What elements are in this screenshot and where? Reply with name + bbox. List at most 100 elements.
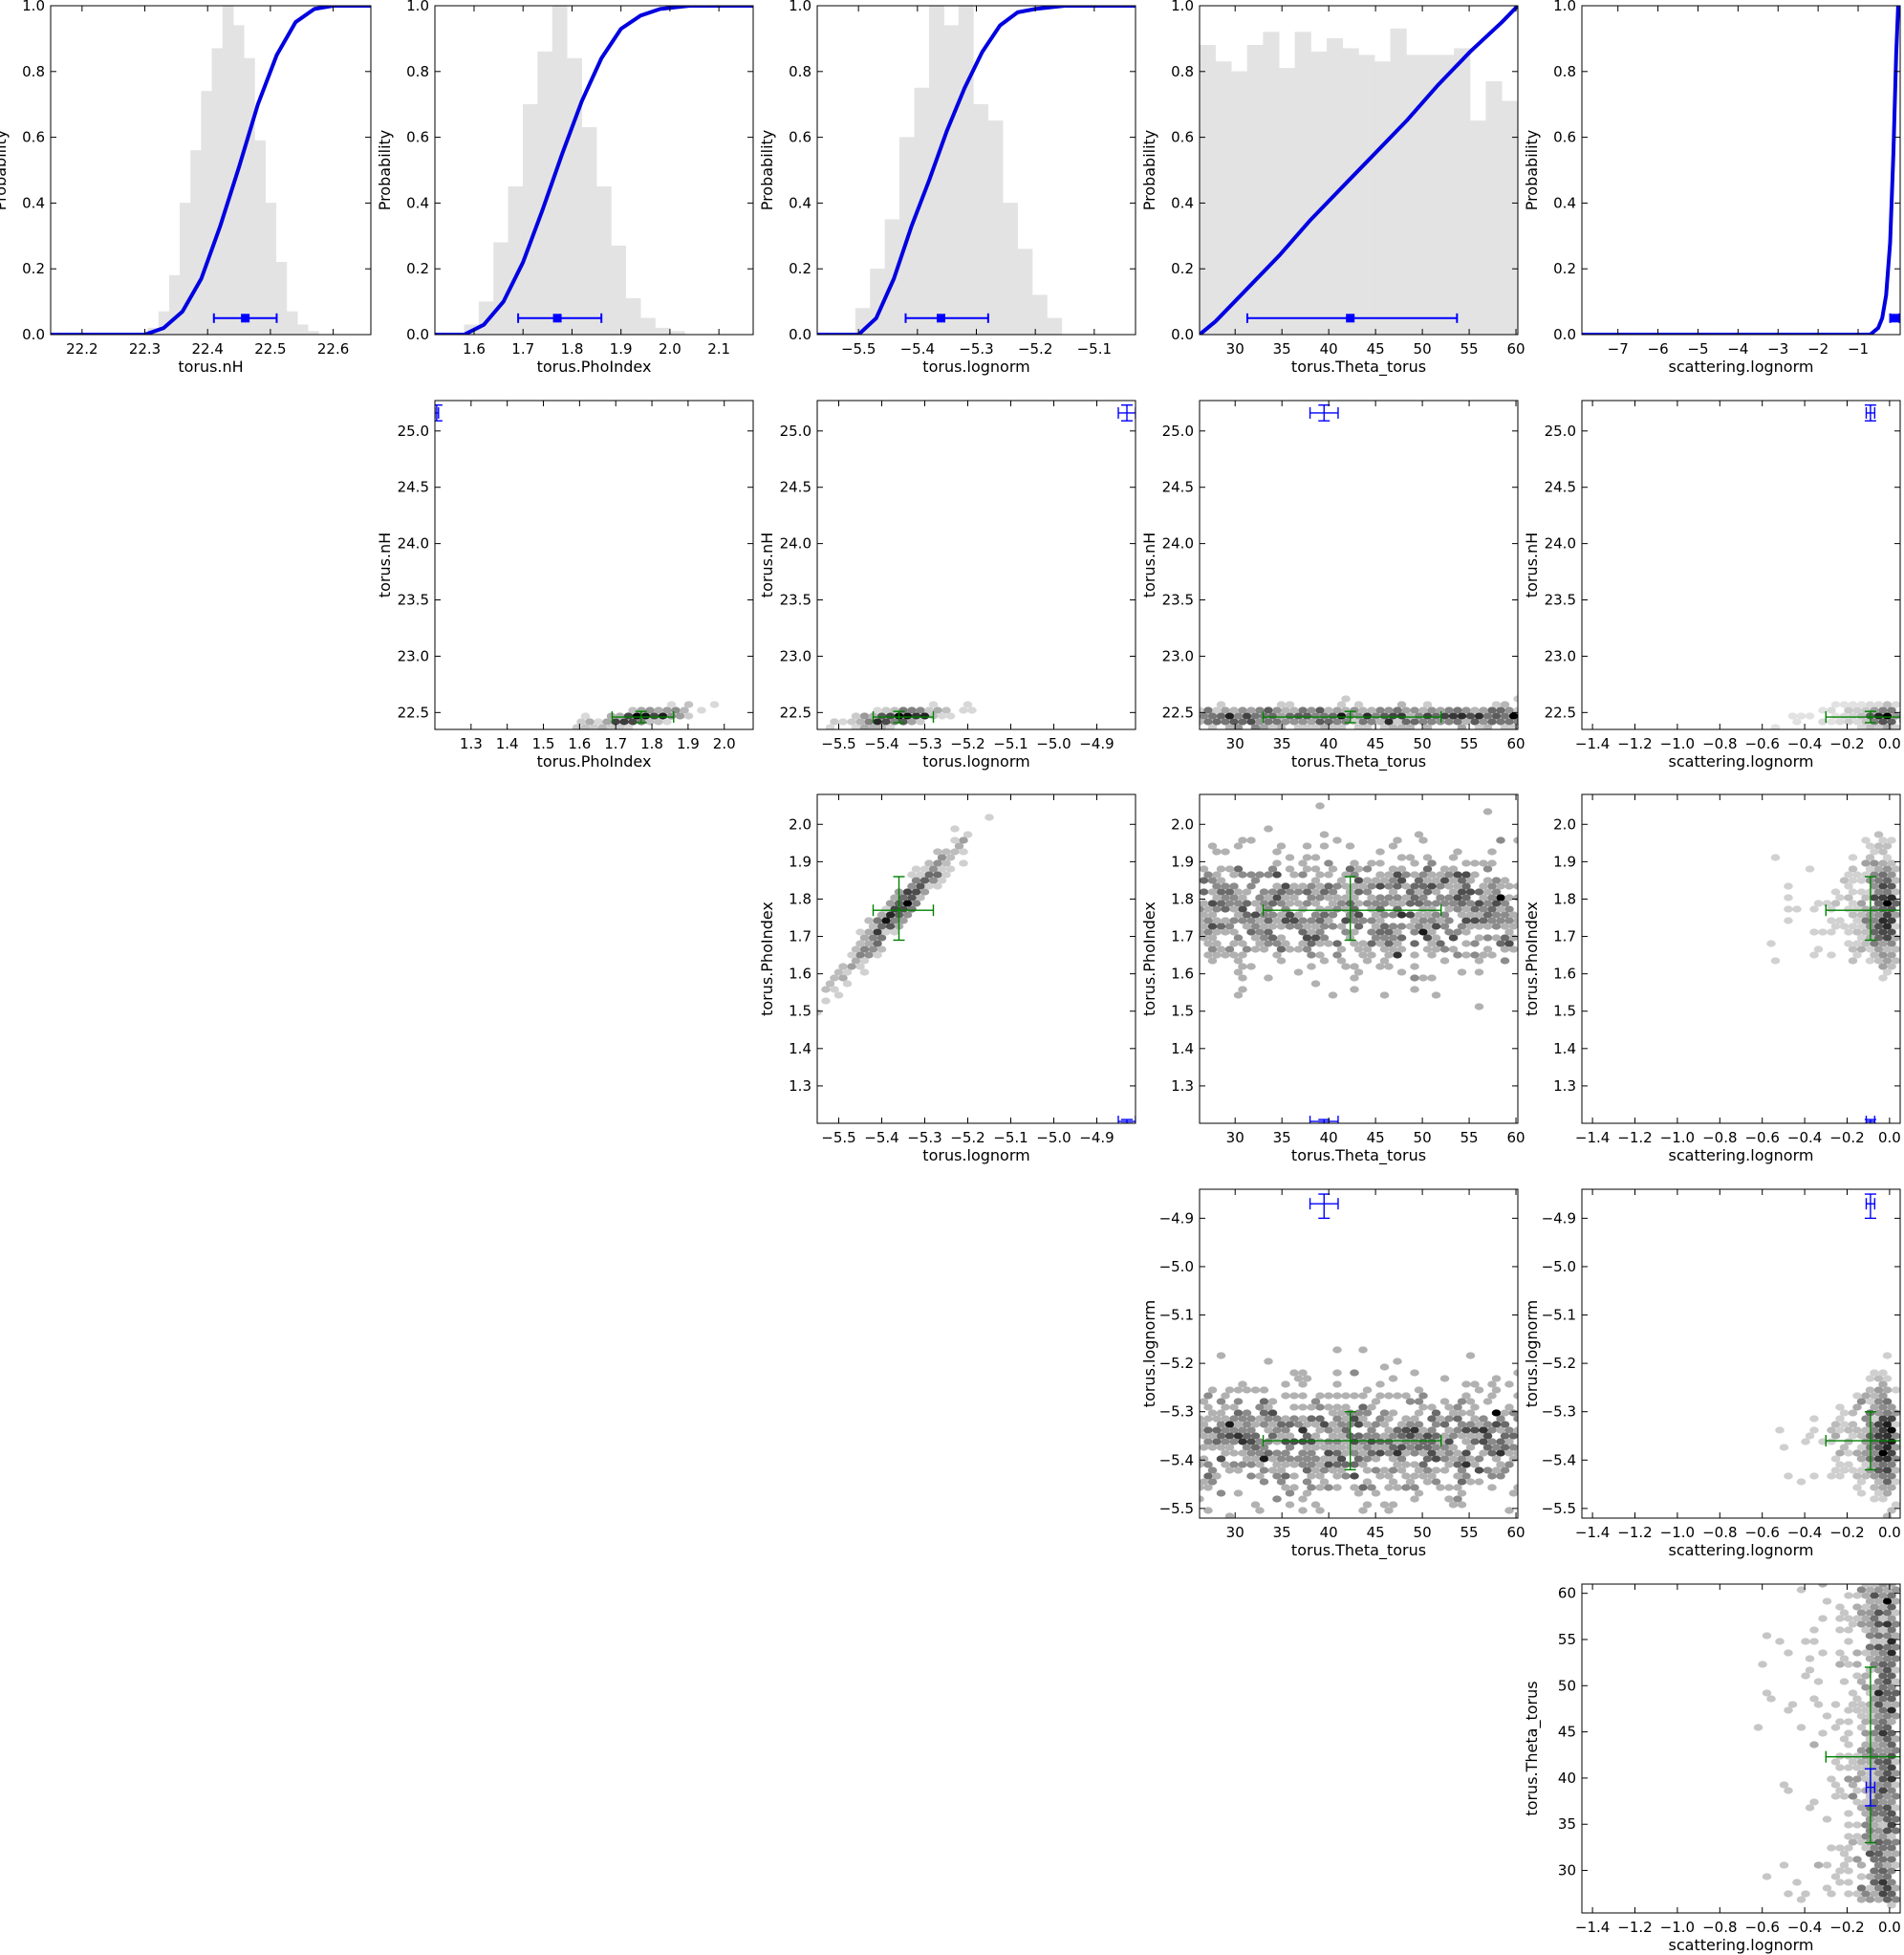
hexbin-cell [1491, 900, 1502, 907]
hexbin-cell [1882, 865, 1893, 873]
y-tick-label: 1.5 [1171, 1003, 1194, 1020]
hexbin-cell [873, 706, 882, 714]
hexbin-cell [959, 848, 968, 856]
y-axis-label: Probability [1523, 130, 1541, 211]
y-tick-label: −5.1 [1542, 1307, 1576, 1324]
hexbin-cell [1891, 1678, 1900, 1685]
hexbin-cell [1457, 888, 1467, 896]
hexbin-cell [1809, 905, 1819, 913]
y-tick-label: 0.0 [1171, 326, 1194, 343]
hexbin-cell [1878, 1403, 1888, 1411]
hexbin-cell [1427, 706, 1437, 714]
hexbin-cell [1221, 848, 1230, 856]
x-tick-label: −7 [1608, 340, 1629, 358]
hexbin-cell [1362, 724, 1373, 729]
hexbin-cell [1461, 951, 1471, 959]
x-axis-label: scattering.lognorm [1669, 1146, 1814, 1164]
y-tick-label: 23.0 [1545, 647, 1576, 664]
hexbin-cell [1457, 1432, 1467, 1440]
hexbin-cell [1491, 1386, 1502, 1394]
hexbin-cell [1307, 928, 1316, 936]
hexbin-cell [1302, 865, 1312, 873]
axes-frame [50, 5, 372, 336]
axes-frame [816, 400, 1136, 730]
y-tick-label: −5.1 [1159, 1307, 1194, 1324]
hexbin-cell [1379, 877, 1390, 884]
hexbin-cell [1431, 934, 1441, 942]
hexbin-cell [1848, 911, 1858, 919]
hexbin-cell [1891, 1466, 1900, 1474]
hexbin-cell [1870, 917, 1879, 924]
hexbin-cell [1410, 951, 1419, 959]
hexbin-cell [1870, 1369, 1879, 1377]
hexbin-cell [855, 928, 865, 936]
hexbin-cell [1873, 1609, 1884, 1617]
hexbin-cell [1873, 1747, 1884, 1754]
hexbin-cell [1882, 1770, 1893, 1777]
y-tick-label: −5.3 [1542, 1403, 1576, 1421]
hexbin-cell [1878, 1890, 1888, 1898]
hexbin-cell [1224, 888, 1235, 896]
pair-panel-torus-phoindex-vs-scattering-lognorm: −1.4 −1.2 −1.0 −0.8 −0.6 −0.4 −0.2 0.01.31.41.5… [1523, 793, 1901, 1164]
hexbin-cell [1891, 1666, 1900, 1674]
hexbin-cell [1250, 712, 1261, 720]
hexbin-cell [1272, 1438, 1282, 1445]
hexbin-cell [1200, 718, 1204, 726]
hexbin-cell [1887, 1484, 1896, 1491]
hexbin-cell [1341, 1392, 1351, 1400]
y-tick-label: 1.9 [789, 853, 811, 870]
hexbin-cell [924, 882, 934, 890]
hexbin-cell [1310, 934, 1321, 942]
histogram-bar [168, 274, 181, 335]
hexbin-cell [1405, 911, 1416, 919]
hexbin-cell [1436, 882, 1445, 890]
hexbin-cell [1870, 928, 1879, 936]
hexbin-cell [1272, 871, 1282, 879]
hexbin-cell [1246, 718, 1256, 726]
x-tick-label: 50 [1414, 1129, 1432, 1146]
hexbin-cell [1482, 934, 1493, 942]
hexbin-cell [1393, 951, 1402, 959]
hexbin-cell [1844, 1867, 1853, 1875]
hexbin-cell [1307, 1438, 1316, 1445]
hexbin-cell [1267, 1432, 1278, 1440]
hexbin-cell [602, 718, 612, 726]
hexbin-cell [1362, 900, 1373, 907]
hexbin-cell [1393, 882, 1402, 890]
hexbin-cell [876, 923, 887, 930]
hexbin-cell [1861, 718, 1871, 726]
hexbin-cell [1388, 934, 1398, 942]
hexbin-cell [1203, 1472, 1213, 1480]
axes-frame [1581, 1188, 1901, 1519]
hexbin-cell [1384, 940, 1394, 947]
histogram-bar [1469, 120, 1486, 335]
hexbin-cell [1328, 923, 1338, 930]
hexbin-cell [1891, 1643, 1900, 1651]
hexbin-cell [1861, 1798, 1871, 1806]
hexbin-cell [1238, 951, 1247, 959]
hexbin-cell [1350, 859, 1359, 867]
hexbin-cell [1775, 1638, 1785, 1645]
hexbin-cell [1255, 1438, 1265, 1445]
hexbin-cell [859, 724, 870, 729]
hexbin-cell [1393, 836, 1402, 844]
hexbin-cell [1870, 1495, 1879, 1503]
hexbin-cell [1242, 923, 1252, 930]
hexbin-cell [1882, 1804, 1893, 1812]
x-tick-label: 60 [1506, 1129, 1525, 1146]
hexbin-cell [1285, 1421, 1295, 1428]
hexbin-cell [1835, 1879, 1845, 1886]
hexbin-cell [937, 865, 947, 873]
hexbin-cell [1319, 724, 1330, 729]
hexbin-cell [1233, 957, 1244, 965]
hexbin-cell [1882, 701, 1893, 708]
hexbin-cell [1216, 1421, 1226, 1428]
hexbin-cell [1878, 1584, 1888, 1588]
hexbin-cell [1259, 1398, 1269, 1405]
hexbin-cell [1444, 917, 1454, 924]
y-axis-label: torus.nH [1523, 532, 1541, 597]
hexbin-cell [1350, 1449, 1359, 1457]
hexbin-cell [1457, 1501, 1467, 1509]
hexbin-cell [1384, 1449, 1394, 1457]
